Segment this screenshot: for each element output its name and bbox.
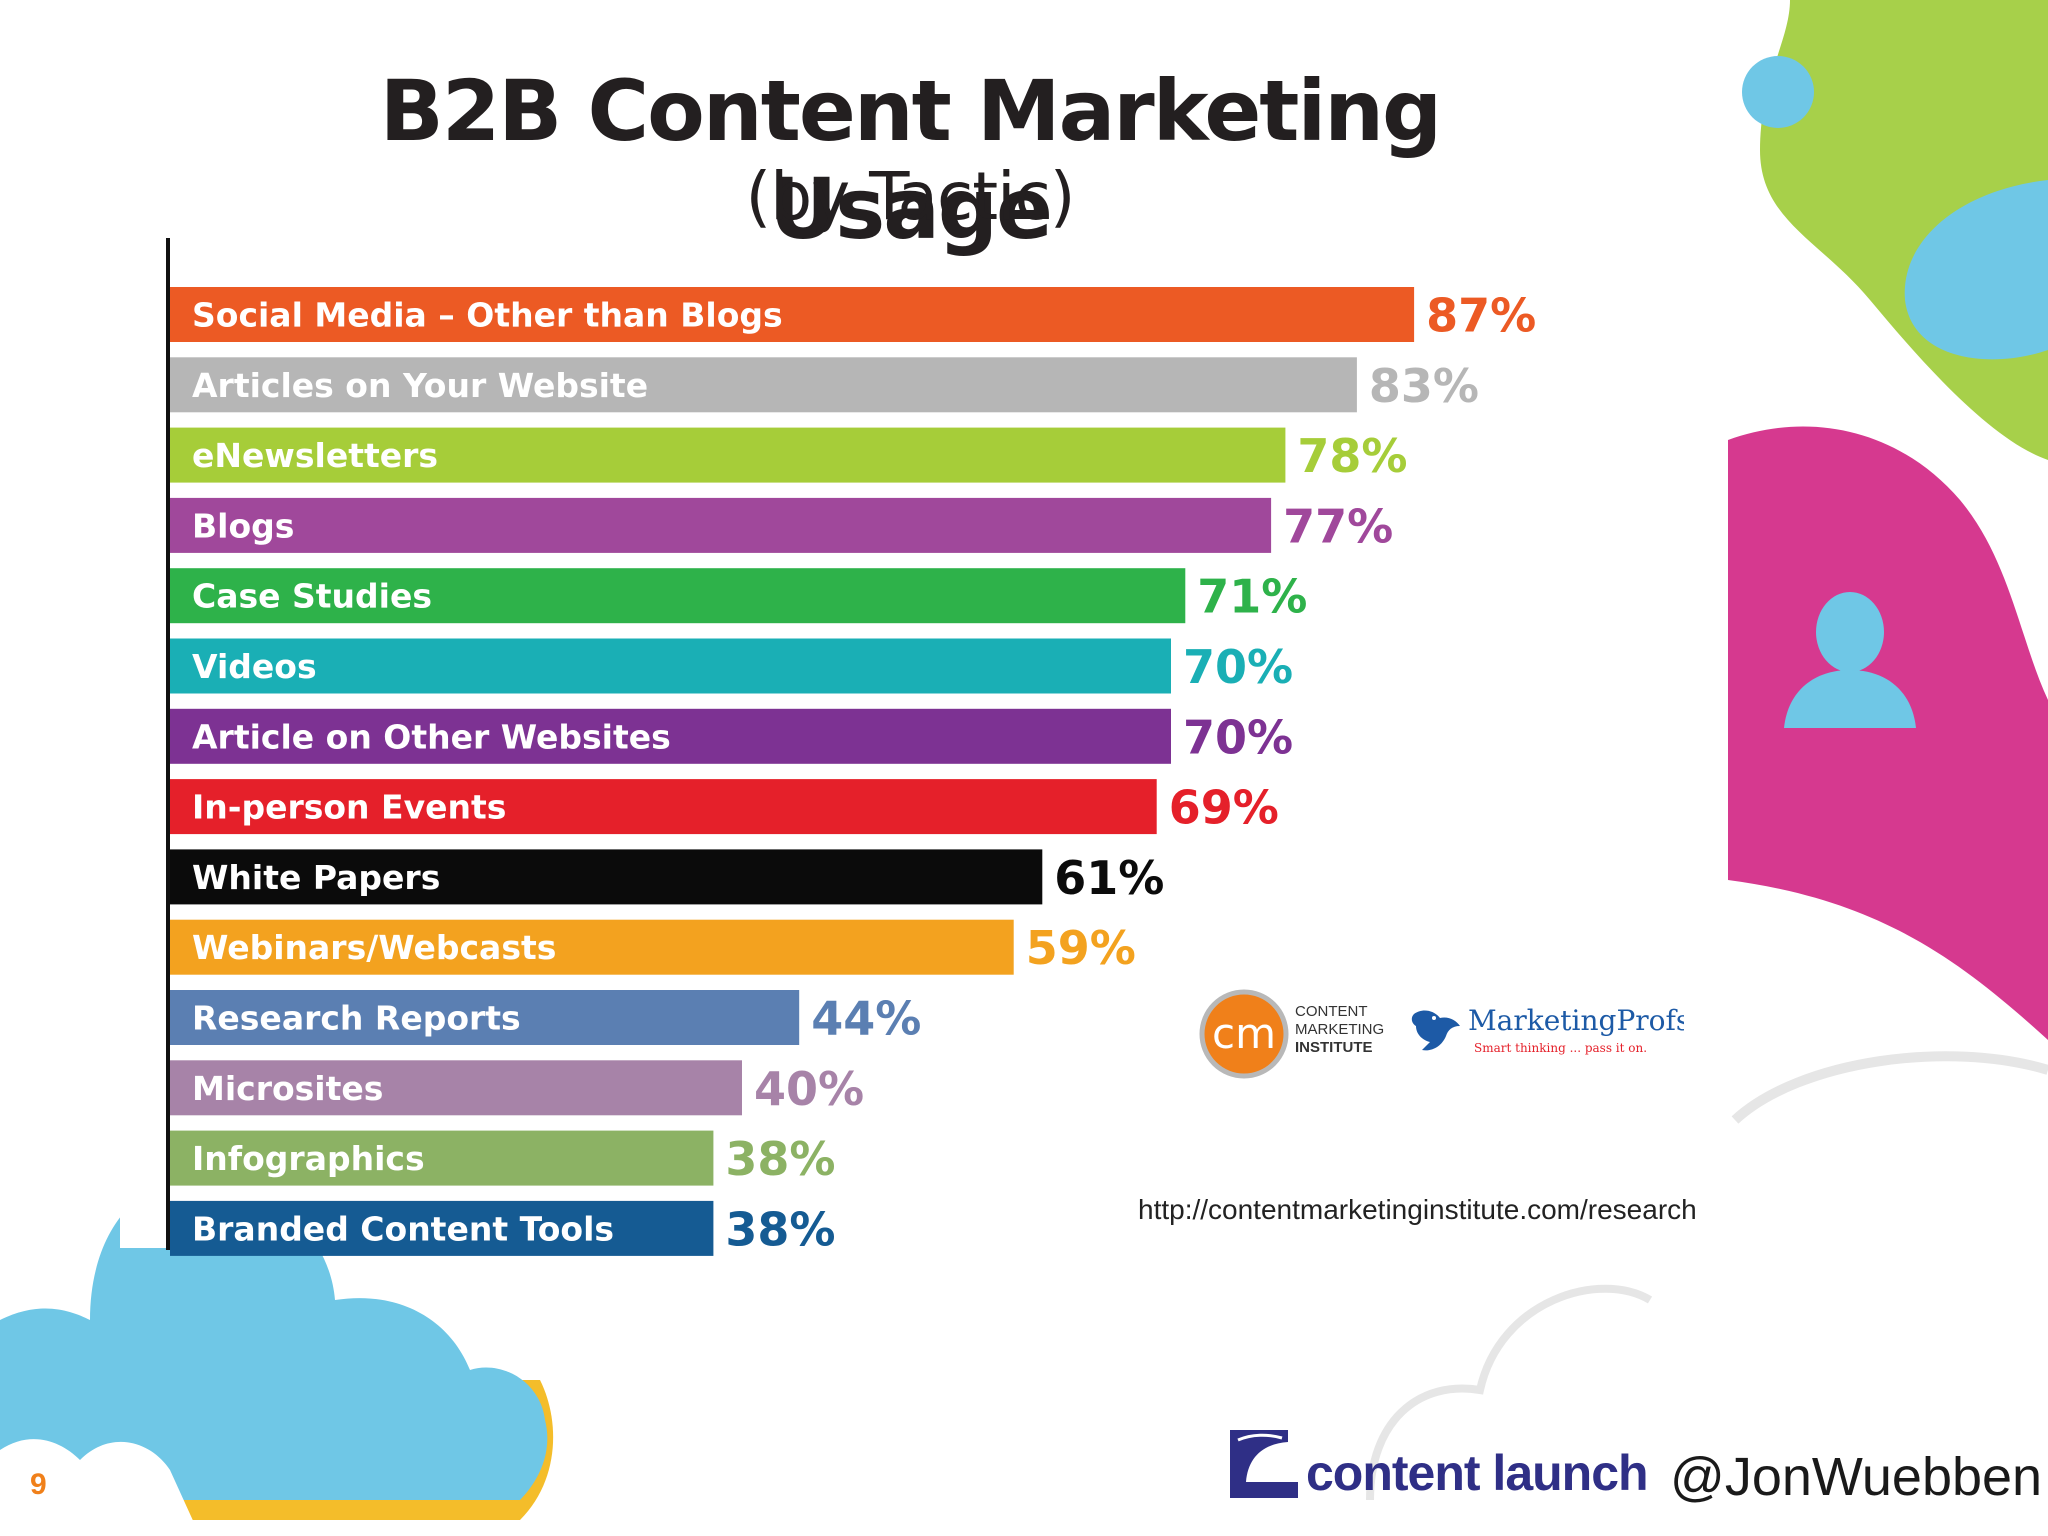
bar-value-label: 87% bbox=[1426, 289, 1536, 343]
bar bbox=[170, 919, 1014, 975]
bar-category-label: Social Media – Other than Blogs bbox=[192, 296, 783, 335]
source-url: http://contentmarketinginstitute.com/res… bbox=[1138, 1194, 1697, 1225]
bar bbox=[170, 357, 1357, 413]
chart-title: B2B Content Marketing Usage bbox=[379, 62, 1442, 258]
user-avatar-icon bbox=[1784, 592, 1916, 728]
bar bbox=[170, 497, 1272, 553]
grey-cloud-outline bbox=[1366, 1284, 1653, 1501]
cmi-logo: cm CONTENT MARKETING INSTITUTE bbox=[1199, 989, 1384, 1079]
bar bbox=[170, 1200, 714, 1256]
bar-value-label: 71% bbox=[1197, 570, 1307, 624]
white-cloud-front bbox=[0, 1439, 200, 1536]
small-blue-dot bbox=[1742, 56, 1814, 128]
bar bbox=[170, 427, 1286, 483]
bar-category-label: Research Reports bbox=[192, 999, 521, 1038]
marketingprofs-tagline: Smart thinking ... pass it on. bbox=[1474, 1041, 1647, 1055]
cmi-logo-mark: cm bbox=[1212, 1009, 1276, 1058]
bar-value-label: 59% bbox=[1026, 921, 1136, 975]
bar-category-label: Infographics bbox=[192, 1139, 425, 1178]
bar bbox=[170, 708, 1171, 764]
page-number: 9 bbox=[30, 1468, 47, 1501]
bar-value-label: 44% bbox=[811, 992, 921, 1046]
bar-category-label: Blogs bbox=[192, 506, 294, 545]
bar bbox=[170, 779, 1157, 835]
bar-value-label: 78% bbox=[1297, 429, 1407, 483]
marketingprofs-logo: MarketingProfs Smart thinking ... pass i… bbox=[1411, 1004, 1684, 1055]
cmi-logo-text-3: INSTITUTE bbox=[1295, 1039, 1373, 1056]
bar-value-label: 61% bbox=[1054, 851, 1164, 905]
grey-arc-right bbox=[1731, 1051, 2048, 1124]
cmi-logo-text-2: MARKETING bbox=[1295, 1021, 1384, 1038]
twitter-handle: @JonWuebben bbox=[1670, 1447, 2043, 1507]
content-launch-wordmark: content launch bbox=[1306, 1445, 1649, 1501]
bar bbox=[170, 638, 1171, 694]
bar-value-label: 77% bbox=[1283, 499, 1393, 553]
bar bbox=[170, 849, 1043, 905]
bar-category-label: Case Studies bbox=[192, 577, 432, 616]
bar-value-label: 70% bbox=[1183, 710, 1293, 764]
bar-value-label: 40% bbox=[754, 1062, 864, 1116]
chart-subtitle: (by Tactic) bbox=[745, 158, 1075, 235]
cmi-logo-circle bbox=[1199, 989, 1289, 1079]
bar-category-label: Microsites bbox=[192, 1069, 383, 1108]
bar bbox=[170, 287, 1415, 342]
magenta-blob bbox=[1728, 426, 2048, 1040]
bar-category-label: eNewsletters bbox=[192, 436, 438, 475]
bird-icon bbox=[1411, 1010, 1460, 1051]
bar bbox=[170, 1130, 714, 1186]
content-launch-logo-icon bbox=[1230, 1430, 1298, 1498]
bar-value-label: 38% bbox=[725, 1202, 835, 1256]
bar-value-label: 83% bbox=[1369, 359, 1479, 413]
cmi-logo-text-1: CONTENT bbox=[1295, 1003, 1368, 1020]
bar-category-label: Webinars/Webcasts bbox=[192, 928, 556, 967]
blue-blob-right bbox=[1904, 180, 2048, 360]
bar-category-label: Article on Other Websites bbox=[192, 717, 671, 756]
bar-category-label: Videos bbox=[192, 647, 317, 686]
bar-value-label: 70% bbox=[1183, 640, 1293, 694]
bar bbox=[170, 568, 1186, 624]
bar bbox=[170, 1060, 742, 1116]
bar-category-label: Branded Content Tools bbox=[192, 1209, 614, 1248]
bar bbox=[170, 990, 800, 1045]
bar-category-label: In-person Events bbox=[192, 788, 506, 827]
bar-value-label: 38% bbox=[725, 1132, 835, 1186]
marketingprofs-name: MarketingProfs bbox=[1468, 1004, 1684, 1037]
bar-category-label: White Papers bbox=[192, 858, 440, 897]
bar-value-label: 69% bbox=[1169, 781, 1279, 835]
bars-group: Social Media – Other than Blogs 87% Articl… bbox=[170, 287, 1536, 1256]
blue-cloud bbox=[0, 1179, 548, 1500]
bar-category-label: Articles on Your Website bbox=[192, 366, 648, 405]
